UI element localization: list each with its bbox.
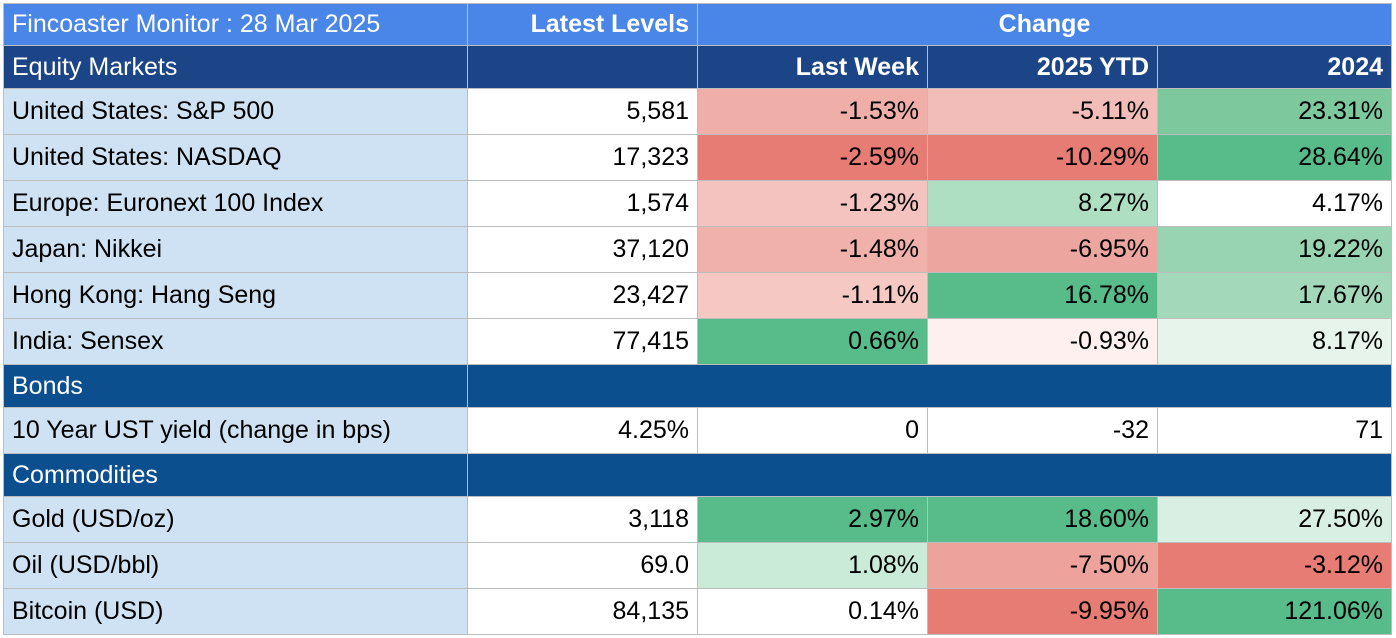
equity-section-label: Equity Markets <box>3 45 468 89</box>
last-week-change: -1.53% <box>697 88 928 135</box>
prev-year-change: 17.67% <box>1156 272 1393 319</box>
latest-level: 17,323 <box>467 134 698 181</box>
row-label: Hong Kong: Hang Seng <box>3 272 468 319</box>
commodities-section-label: Commodities <box>3 453 468 497</box>
ytd-change: -9.95% <box>927 588 1158 635</box>
table-row: Bitcoin (USD) 84,135 0.14% -9.95% 121.06% <box>3 588 1393 635</box>
table-row: Gold (USD/oz) 3,118 2.97% 18.60% 27.50% <box>3 496 1393 543</box>
latest-level: 3,118 <box>467 496 698 543</box>
title-row: Fincoaster Monitor : 28 Mar 2025 Latest … <box>3 3 1393 46</box>
latest-level: 1,574 <box>467 180 698 227</box>
commodities-section-row: Commodities <box>3 453 1393 497</box>
bonds-section-row: Bonds <box>3 364 1393 408</box>
ytd-change: -6.95% <box>927 226 1158 273</box>
last-week-change: 1.08% <box>697 542 928 589</box>
prev-year-change: 8.17% <box>1156 318 1393 365</box>
latest-levels-header: Latest Levels <box>467 3 698 46</box>
table-row: Hong Kong: Hang Seng 23,427 -1.11% 16.78% 17… <box>3 272 1393 319</box>
last-week-change: -1.48% <box>697 226 928 273</box>
last-week-change: -1.11% <box>697 272 928 319</box>
ytd-change: -32 <box>927 407 1158 454</box>
last-week-change: 2.97% <box>697 496 928 543</box>
ytd-header: 2025 YTD <box>927 45 1158 89</box>
latest-level: 69.0 <box>467 542 698 589</box>
prev-year-change: 28.64% <box>1156 134 1393 181</box>
prev-year-change: 23.31% <box>1156 88 1393 135</box>
last-week-change: 0 <box>697 407 928 454</box>
ytd-change: -0.93% <box>927 318 1158 365</box>
row-label: Gold (USD/oz) <box>3 496 468 543</box>
row-label: India: Sensex <box>3 318 468 365</box>
prev-year-change: -3.12% <box>1156 542 1393 589</box>
row-label: 10 Year UST yield (change in bps) <box>3 407 468 454</box>
row-label: Bitcoin (USD) <box>3 588 468 635</box>
equity-section-blank <box>467 45 698 89</box>
table-row: India: Sensex 77,415 0.66% -0.93% 8.17% <box>3 318 1393 365</box>
table-row: Japan: Nikkei 37,120 -1.48% -6.95% 19.22% <box>3 226 1393 273</box>
last-week-change: -2.59% <box>697 134 928 181</box>
row-label: Europe: Euronext 100 Index <box>3 180 468 227</box>
prev-year-header: 2024 <box>1156 45 1393 89</box>
row-label: United States: S&P 500 <box>3 88 468 135</box>
table-row: 10 Year UST yield (change in bps) 4.25% 0-… <box>3 407 1393 454</box>
prev-year-change: 19.22% <box>1156 226 1393 273</box>
prev-year-change: 71 <box>1156 407 1393 454</box>
commodities-section-blank <box>466 453 1393 497</box>
ytd-change: -5.11% <box>927 88 1158 135</box>
latest-level: 23,427 <box>467 272 698 319</box>
table-row: Europe: Euronext 100 Index 1,574 -1.23% 8.2… <box>3 180 1393 227</box>
ytd-change: 8.27% <box>927 180 1158 227</box>
ytd-change: 18.60% <box>927 496 1158 543</box>
latest-level: 5,581 <box>467 88 698 135</box>
table-body: Fincoaster Monitor : 28 Mar 2025 Latest … <box>3 3 1393 635</box>
latest-level: 4.25% <box>467 407 698 454</box>
prev-year-change: 121.06% <box>1156 588 1393 635</box>
latest-level: 84,135 <box>467 588 698 635</box>
equity-section-row: Equity Markets Last Week 2025 YTD 2024 <box>3 45 1393 89</box>
prev-year-change: 4.17% <box>1156 180 1393 227</box>
ytd-change: -7.50% <box>927 542 1158 589</box>
table-row: Oil (USD/bbl) 69.0 1.08% -7.50% -3.12% <box>3 542 1393 589</box>
ytd-change: -10.29% <box>927 134 1158 181</box>
table-row: United States: S&P 500 5,581 -1.53% -5.11% 2… <box>3 88 1393 135</box>
last-week-change: 0.66% <box>697 318 928 365</box>
last-week-change: 0.14% <box>697 588 928 635</box>
last-week-change: -1.23% <box>697 180 928 227</box>
ytd-change: 16.78% <box>927 272 1158 319</box>
last-week-header: Last Week <box>697 45 928 89</box>
latest-level: 77,415 <box>467 318 698 365</box>
bonds-section-blank <box>466 364 1393 408</box>
row-label: United States: NASDAQ <box>3 134 468 181</box>
table-row: United States: NASDAQ 17,323 -2.59% -10.29%… <box>3 134 1393 181</box>
table-title: Fincoaster Monitor : 28 Mar 2025 <box>3 3 468 46</box>
row-label: Japan: Nikkei <box>3 226 468 273</box>
prev-year-change: 27.50% <box>1156 496 1393 543</box>
market-monitor-table: Fincoaster Monitor : 28 Mar 2025 Latest … <box>3 3 1393 635</box>
bonds-section-label: Bonds <box>3 364 468 408</box>
change-header: Change <box>696 3 1393 46</box>
row-label: Oil (USD/bbl) <box>3 542 468 589</box>
latest-level: 37,120 <box>467 226 698 273</box>
